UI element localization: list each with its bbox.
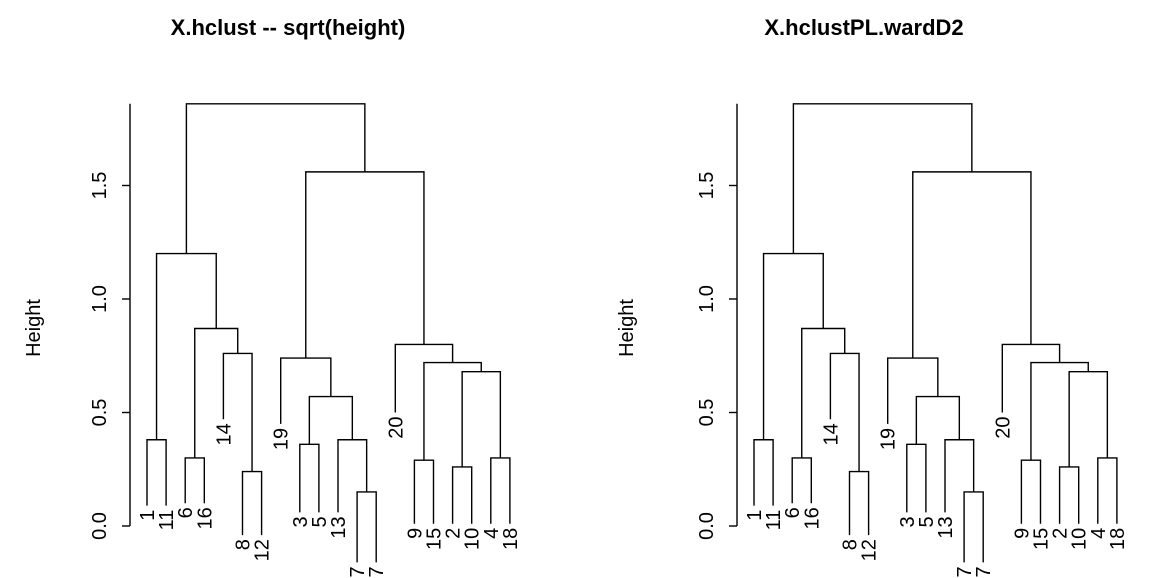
dendrogram-branch	[155, 252, 217, 440]
leaf-label: 18	[1107, 528, 1129, 550]
leaf-label: 20	[992, 417, 1014, 439]
y-tick-label: 0.5	[89, 399, 111, 427]
leaf-label: 13	[935, 516, 957, 538]
leaf-label: 18	[500, 528, 522, 550]
leaf-label: 2	[443, 528, 465, 539]
leaf-label: 9	[1011, 528, 1033, 539]
y-tick-label: 0.0	[89, 512, 111, 540]
dendrogram-branch	[1030, 361, 1089, 461]
leaf-label: 5	[309, 516, 331, 527]
y-axis-label: Height	[616, 299, 638, 357]
dendrogram-branch	[451, 466, 473, 524]
leaf-label: 11	[763, 510, 785, 531]
chart-title: X.hclustPL.wardD2	[764, 15, 963, 40]
dendrogram-tree	[753, 103, 1118, 563]
leaf-label: 10	[1069, 528, 1091, 550]
leaf-label: 15	[1031, 528, 1053, 550]
leaf-label: 17	[973, 566, 995, 578]
leaf-label: 4	[481, 528, 503, 539]
y-tick-label: 0.0	[696, 512, 718, 540]
dendrogram-branch	[413, 459, 435, 524]
dendrogram-branch	[1068, 370, 1109, 467]
dendrogram-branch	[305, 171, 425, 359]
dendrogram-branch	[241, 470, 263, 536]
dendrogram-branch	[1020, 459, 1042, 524]
leaf-label: 19	[271, 428, 293, 450]
y-axis-label: Height	[23, 299, 45, 357]
dendrogram-tree	[146, 103, 511, 563]
dendrogram-branch	[1058, 466, 1080, 524]
leaf-label: 7	[347, 566, 369, 577]
dendrogram-branch	[184, 457, 205, 504]
leaf-label: 14	[213, 423, 235, 445]
dendrogram-branch	[791, 457, 812, 504]
dendrogram-branch	[308, 395, 354, 445]
leaf-label: 19	[878, 428, 900, 450]
dendrogram-panel-right: X.hclustPL.wardD2 Height 0.00.51.01.5 11…	[616, 15, 1129, 578]
leaf-label: 7	[954, 566, 976, 577]
dendrogram-branch	[915, 395, 961, 445]
leaf-label: 16	[801, 507, 823, 529]
leaf-label: 6	[175, 507, 197, 518]
leaf-label: 20	[385, 417, 407, 439]
dendrogram-branch	[185, 103, 366, 254]
leaf-label: 9	[404, 528, 426, 539]
leaf-label: 12	[252, 539, 274, 561]
leaf-label: 4	[1088, 528, 1110, 539]
leaf-label: 10	[462, 528, 484, 550]
chart-title: X.hclust -- sqrt(height)	[171, 15, 406, 40]
y-tick-label: 0.5	[696, 399, 718, 427]
leaf-label: 16	[194, 507, 216, 529]
leaf-label: 8	[233, 539, 255, 550]
dendrogram-branch	[906, 443, 927, 513]
dendrogram-branch	[753, 439, 774, 506]
dendrogram-branch	[337, 439, 368, 513]
dendrogram-branch	[887, 357, 939, 424]
dendrogram-branch	[848, 470, 870, 536]
dendrogram-branch	[356, 491, 377, 563]
dendrogram-branch	[944, 439, 975, 513]
leaf-label: 8	[840, 539, 862, 550]
leaf-label: 12	[859, 539, 881, 561]
dendrogram-branch	[423, 361, 482, 461]
dendrogram-branch	[762, 252, 824, 440]
dendrogram-panel-left: X.hclust -- sqrt(height) Height 0.0 0.5 1.…	[23, 15, 522, 578]
leaf-label: 1	[137, 510, 159, 521]
leaf-label: 2	[1050, 528, 1072, 539]
leaf-label: 15	[424, 528, 446, 550]
y-axis: 0.0 0.5 1.0 1.5	[696, 103, 738, 540]
leaf-label: 13	[328, 516, 350, 538]
dendrogram-branch	[1097, 457, 1118, 524]
leaf-label: 6	[782, 507, 804, 518]
dendrogram-branch	[146, 439, 167, 506]
dendrogram-branch	[222, 352, 253, 472]
dendrogram-branch	[461, 370, 502, 467]
y-tick-label: 1.0	[696, 285, 718, 313]
dendrogram-branch	[792, 103, 973, 254]
leaf-label: 1	[744, 510, 766, 521]
dendrogram-branch	[829, 352, 860, 472]
dendrogram-branch	[912, 171, 1032, 359]
leaf-label: 3	[897, 516, 919, 527]
leaf-label: 14	[820, 423, 842, 445]
dendrogram-branch	[280, 357, 332, 424]
leaf-label: 3	[290, 516, 312, 527]
dendrogram-branch	[490, 457, 511, 524]
y-tick-label: 1.5	[696, 172, 718, 200]
dendrogram-branch	[963, 491, 984, 563]
leaf-label: 5	[916, 516, 938, 527]
leaf-label: 11	[156, 510, 178, 531]
dendrogram-branch	[299, 443, 320, 513]
leaf-label: 17	[366, 566, 388, 578]
y-tick-label: 1.0	[89, 285, 111, 313]
y-tick-label: 1.5	[89, 172, 111, 200]
y-axis: 0.0 0.5 1.0 1.5	[89, 103, 131, 540]
